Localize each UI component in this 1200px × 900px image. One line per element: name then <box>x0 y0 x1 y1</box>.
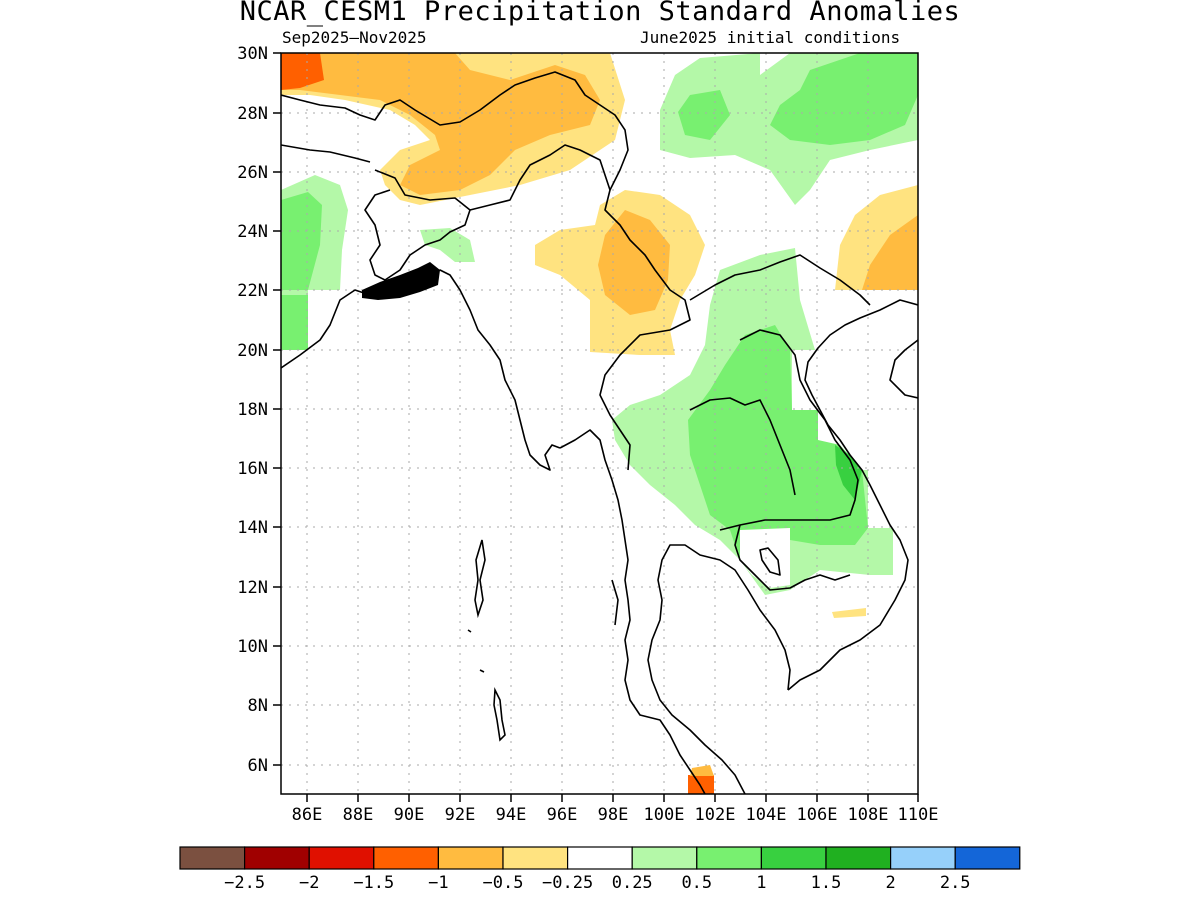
colorbar-label: −2.5 <box>224 873 265 893</box>
colorbar-swatch <box>825 846 892 870</box>
colorbar-swatch <box>244 846 310 870</box>
lat-label: 20N <box>237 341 268 361</box>
dry-anomaly-east-core <box>862 215 918 290</box>
colorbar-swatch <box>696 846 762 870</box>
colorbar-label: 2.5 <box>940 873 971 893</box>
wet-anomaly-northeast-spot <box>678 90 730 140</box>
lon-label: 94E <box>496 805 527 825</box>
nicobar-islands <box>493 687 506 742</box>
lat-label: 14N <box>237 518 268 538</box>
wet-anomaly-northeast-core <box>770 53 918 145</box>
colorbar-labels: −2.5 −2 −1.5 −1 −0.5 −0.25 0.25 0.5 1 1.5 2 2.5 <box>224 873 970 893</box>
coastline-india <box>281 269 561 471</box>
small-islands <box>467 579 619 673</box>
wet-anomaly-indochina-peak <box>835 445 862 500</box>
colorbar-label: −2 <box>299 873 319 893</box>
andaman-islands <box>474 539 486 619</box>
colorbar <box>179 846 1021 870</box>
lon-label: 98E <box>598 805 629 825</box>
colorbar-swatch <box>308 846 375 870</box>
lon-label: 88E <box>343 805 374 825</box>
lon-label: 104E <box>746 805 787 825</box>
wet-anomaly-gap <box>740 528 790 588</box>
lat-label: 26N <box>237 163 268 183</box>
border-cambodia <box>734 524 851 591</box>
border-bangladesh <box>364 169 471 281</box>
colorbar-swatch <box>760 846 827 870</box>
border-himalaya <box>281 71 629 191</box>
map-title: NCAR_CESM1 Precipitation Standard Anomal… <box>239 0 961 27</box>
colorbar-label: 1 <box>756 873 766 893</box>
dry-anomaly-central-core <box>598 210 670 315</box>
lat-label: 28N <box>237 104 268 124</box>
anomaly-field <box>281 53 918 794</box>
lon-label: 96E <box>547 805 578 825</box>
border-thailand-laos <box>689 397 796 496</box>
colorbar-swatch <box>179 846 246 870</box>
border-laos-vietnam <box>719 329 859 531</box>
lat-label: 8N <box>248 696 268 716</box>
lon-labels: 86E 88E 90E 92E 94E 96E 98E 100E 102E 10… <box>292 805 939 825</box>
lat-label: 12N <box>237 578 268 598</box>
colorbar-swatch <box>502 846 569 870</box>
border-myanmar-east <box>469 144 691 471</box>
lat-labels: 30N 28N 26N 24N 22N 20N 18N 16N 14N 12N … <box>237 44 268 776</box>
colorbar-label: 2 <box>885 873 895 893</box>
colorbar-label: 0.5 <box>681 873 712 893</box>
coastline-vietnam <box>787 299 918 691</box>
lat-label: 16N <box>237 459 268 479</box>
gridlines <box>281 53 918 794</box>
wet-anomaly-bangladesh <box>420 228 475 262</box>
ganges-delta <box>362 262 440 300</box>
lon-label: 86E <box>292 805 323 825</box>
colorbar-label: −0.25 <box>542 873 593 893</box>
dry-anomaly-peninsula <box>688 775 714 794</box>
lat-label: 30N <box>237 44 268 64</box>
coastlines <box>281 71 918 794</box>
dry-anomaly-peninsula-edge <box>690 765 714 776</box>
lake-tonle-sap <box>759 547 781 576</box>
colorbar-swatch <box>566 846 633 870</box>
lon-label: 92E <box>445 805 476 825</box>
tick-marks <box>273 52 919 802</box>
lon-label: 110E <box>898 805 939 825</box>
coastline-peninsula-east <box>647 544 791 794</box>
lat-label: 6N <box>248 756 268 776</box>
lat-label: 22N <box>237 281 268 301</box>
lat-label: 18N <box>237 400 268 420</box>
colorbar-label: −1 <box>428 873 448 893</box>
coastline-peninsula-west <box>559 429 706 794</box>
colorbar-label: −1.5 <box>353 873 394 893</box>
colorbar-swatch <box>889 846 956 870</box>
islands <box>467 539 619 742</box>
lon-label: 106E <box>797 805 838 825</box>
lat-label: 10N <box>237 637 268 657</box>
lon-label: 102E <box>695 805 736 825</box>
colorbar-label: 0.25 <box>612 873 653 893</box>
map-frame <box>280 52 919 795</box>
dry-anomaly-south <box>832 608 866 618</box>
lon-label: 90E <box>394 805 425 825</box>
dry-anomaly-north-mid <box>281 53 600 195</box>
colorbar-swatch <box>954 846 1021 870</box>
dry-anomaly-north-core <box>281 53 324 90</box>
colorbar-label: −0.5 <box>483 873 524 893</box>
lon-label: 100E <box>644 805 685 825</box>
lon-label: 108E <box>848 805 889 825</box>
colorbar-swatch <box>631 846 698 870</box>
wet-anomaly-west-core <box>281 192 322 290</box>
lat-label: 24N <box>237 222 268 242</box>
season-label: Sep2025—Nov2025 <box>282 28 427 47</box>
border-laos <box>689 254 871 306</box>
wet-anomaly-west-lower <box>281 295 308 350</box>
colorbar-label: 1.5 <box>811 873 842 893</box>
coastline-china <box>889 339 918 399</box>
colorbar-swatch <box>437 846 504 870</box>
colorbar-swatch <box>373 846 439 870</box>
initial-conditions-label: June2025 initial conditions <box>640 28 901 47</box>
border-nepal <box>281 144 371 163</box>
